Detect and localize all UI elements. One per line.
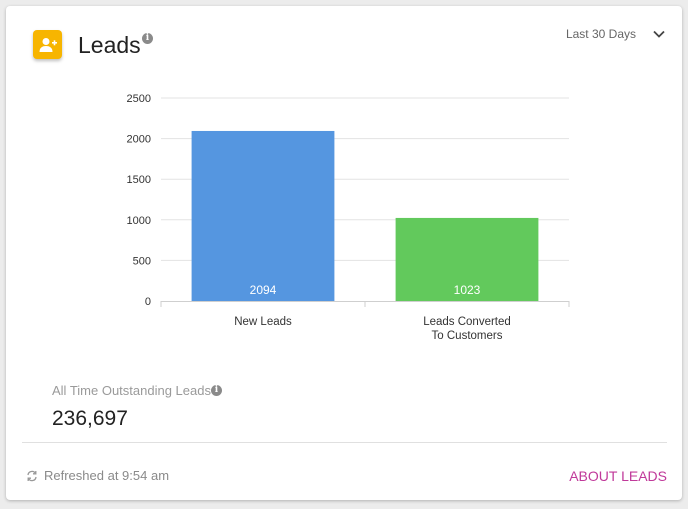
add-user-icon: [33, 30, 62, 59]
y-tick-label: 0: [145, 296, 151, 308]
refresh-icon[interactable]: [26, 470, 38, 482]
outstanding-leads-value: 236,697: [52, 407, 128, 430]
outstanding-leads-label: All Time Outstanding Leads: [52, 383, 211, 398]
bar-value-label: 1023: [454, 283, 481, 297]
category-label: To Customers: [432, 330, 503, 342]
about-leads-link[interactable]: ABOUT LEADS: [569, 468, 667, 484]
outstanding-info-icon[interactable]: i: [211, 385, 222, 396]
refreshed-time-text: Refreshed at 9:54 am: [44, 468, 170, 483]
date-range-label: Last 30 Days: [565, 27, 636, 41]
category-label: Leads Converted: [423, 316, 511, 328]
category-label: New Leads: [234, 316, 292, 328]
bar: [191, 130, 335, 301]
bar-value-label: 2094: [250, 283, 277, 297]
leads-card: Leads i Last 30 Days 0 500 1000 1500 2000 250…: [6, 6, 682, 500]
chevron-down-icon: [653, 30, 665, 38]
bar: [395, 217, 539, 301]
y-tick-label: 1000: [127, 215, 151, 227]
info-icon[interactable]: i: [142, 33, 153, 44]
y-tick-label: 2000: [127, 134, 151, 146]
date-range-select[interactable]: Last 30 Days: [566, 24, 666, 44]
y-tick-label: 1500: [127, 174, 151, 186]
refresh-status: Refreshed at 9:54 am: [26, 468, 169, 483]
footer-divider: [22, 442, 667, 443]
card-title: Leads: [78, 32, 141, 58]
leads-bar-chart: 0 500 1000 1500 2000 2500 2094 New Leads 1023 Lea…: [127, 93, 570, 342]
y-tick-label: 500: [133, 255, 151, 267]
y-tick-label: 2500: [127, 93, 151, 105]
